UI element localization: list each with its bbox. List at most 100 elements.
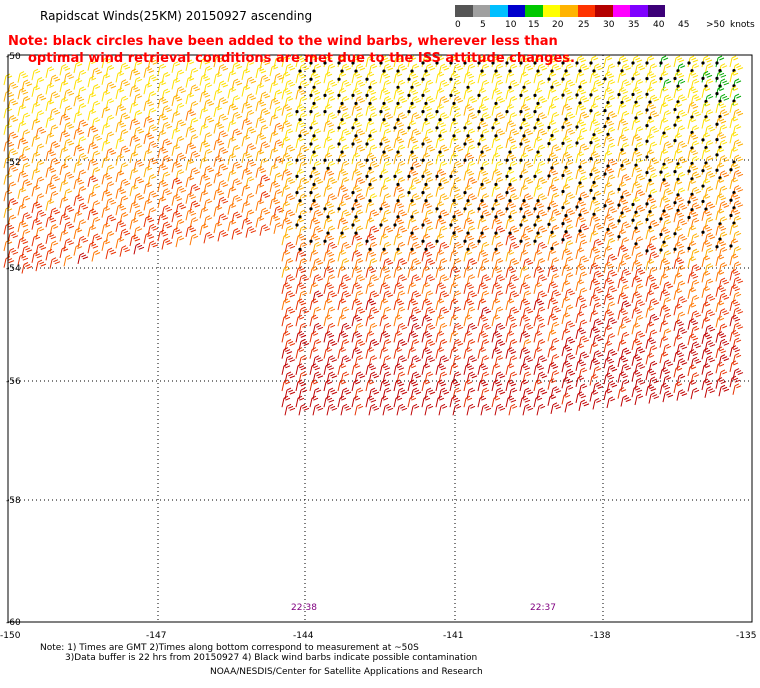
contamination-dot	[561, 173, 565, 178]
wind-barb	[31, 220, 35, 230]
wind-barb-flag	[719, 134, 725, 138]
wind-barb-flag	[345, 116, 352, 120]
wind-barb-flag	[717, 239, 723, 243]
wind-barb-flag	[11, 183, 17, 187]
wind-barb-flag	[717, 193, 723, 197]
contamination-dot	[351, 61, 355, 65]
contamination-dot	[435, 126, 439, 130]
wind-barb-flag	[263, 93, 269, 97]
wind-barb-flag	[425, 89, 431, 93]
wind-barb-flag	[215, 138, 221, 142]
wind-barb-flag	[78, 131, 85, 135]
wind-barb-flag	[737, 204, 744, 208]
contamination-dot	[617, 203, 621, 207]
wind-barb-flag	[179, 88, 185, 92]
wind-barb-flag	[703, 178, 709, 182]
contamination-dot	[323, 158, 327, 162]
wind-barb-flag	[663, 73, 669, 77]
wind-barb-flag	[51, 207, 57, 211]
wind-barb-flag	[591, 119, 597, 123]
wind-barb	[715, 195, 719, 205]
wind-barb-flag	[21, 189, 27, 193]
wind-barb-flag	[297, 249, 303, 253]
wind-barb-flag	[93, 150, 99, 154]
wind-barb-flag	[653, 114, 660, 118]
wind-barb-flag	[456, 146, 462, 150]
wind-barb-flag	[594, 75, 601, 79]
wind-barb-flag	[236, 115, 243, 119]
wind-barb-flag	[485, 148, 492, 152]
wind-barb-flag	[498, 243, 504, 247]
contamination-dot	[379, 110, 383, 114]
wind-barb-flag	[47, 182, 53, 186]
wind-barb-flag	[50, 236, 57, 240]
contamination-dot	[407, 126, 411, 130]
contamination-dot	[463, 126, 467, 130]
wind-barb-flag	[328, 112, 334, 116]
contamination-dot	[312, 182, 316, 187]
wind-barb-flag	[691, 227, 697, 231]
wind-barb-flag	[607, 247, 613, 251]
wind-barb-flag	[568, 178, 574, 181]
wind-barb-flag	[429, 67, 436, 71]
wind-barb-flag	[384, 193, 390, 197]
wind-barb-flag	[440, 177, 446, 180]
wind-barb-flag	[706, 94, 712, 97]
wind-barb-flag	[692, 125, 698, 128]
wind-barb-flag	[409, 233, 415, 237]
wind-barb	[561, 106, 565, 116]
wind-barb	[463, 90, 467, 100]
wind-barb-flag	[328, 160, 334, 164]
wind-barb-flag	[540, 211, 546, 215]
wind-barb-flag	[78, 198, 85, 202]
wind-barb-flag	[119, 172, 125, 176]
wind-barb-flag	[249, 178, 255, 182]
wind-barb-flag	[23, 228, 29, 232]
wind-barb-flag	[594, 171, 601, 174]
wind-barb-flag	[621, 247, 627, 250]
wind-barb-flag	[719, 103, 725, 107]
wind-barb-flag	[173, 160, 179, 164]
contamination-dot	[295, 110, 299, 114]
wind-barb-flag	[415, 197, 422, 201]
wind-barb-flag	[383, 89, 389, 93]
wind-barb-flag	[622, 122, 629, 126]
wind-barb-flag	[288, 179, 294, 182]
wind-barb-flag	[327, 89, 333, 93]
wind-barb	[617, 247, 621, 257]
wind-barb-flag	[680, 127, 686, 131]
wind-barb-flag	[381, 233, 387, 237]
wind-barb	[241, 153, 245, 164]
wind-barb-flag	[507, 71, 513, 75]
wind-barb-flag	[285, 106, 291, 110]
contamination-dot	[396, 85, 400, 89]
wind-barb-flag	[437, 201, 443, 205]
wind-barb	[87, 144, 91, 154]
contamination-dot	[438, 215, 442, 219]
wind-barb-flag	[663, 244, 669, 248]
wind-barb-flag	[633, 149, 639, 153]
wind-barb-flag	[411, 187, 417, 191]
wind-barb	[157, 66, 161, 76]
contamination-dot	[673, 138, 677, 143]
wind-barb-flag	[205, 82, 211, 86]
wind-barb-flag	[596, 97, 602, 101]
wind-barb-flag	[398, 209, 404, 213]
wind-barb-flag	[426, 221, 433, 225]
wind-barb-flag	[622, 158, 628, 162]
wind-barb-flag	[273, 66, 279, 70]
wind-barb-flag	[451, 217, 457, 221]
wind-barb-flag	[566, 79, 572, 83]
wind-barb-flag	[215, 88, 221, 92]
contamination-dot	[351, 223, 355, 227]
wind-barb-flag	[535, 168, 541, 172]
contamination-dot	[673, 170, 677, 174]
wind-barb-flag	[414, 162, 420, 166]
wind-barb-flag	[386, 81, 392, 85]
wind-barb-flag	[159, 163, 165, 167]
wind-barb-flag	[540, 81, 546, 85]
wind-barb-flag	[311, 104, 317, 108]
wind-barb-flag	[285, 122, 291, 126]
wind-barb-flag	[411, 73, 417, 77]
wind-barb-flag	[384, 59, 391, 63]
